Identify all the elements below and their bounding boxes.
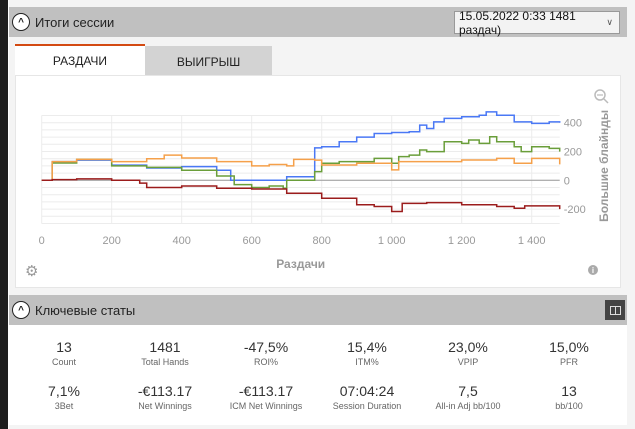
y-tick-label: 0 (564, 175, 570, 187)
y-tick-label: 400 (564, 118, 582, 130)
stat-count: 13 Count (14, 339, 114, 367)
session-summary-title: Итоги сессии (35, 14, 115, 30)
series-orange (41, 154, 561, 182)
stat-bb-100: 13 bb/100 (519, 383, 619, 411)
stat-value: 13 (561, 383, 577, 399)
stat-label: VPIP (457, 357, 479, 367)
stat-roi-: -47,5% ROI% (216, 339, 316, 367)
series-darkred (41, 178, 561, 213)
stat-label: Net Winnings (138, 401, 192, 411)
collapse-icon[interactable]: ^ (12, 301, 30, 319)
stat-itm-: 15,4% ITM% (317, 339, 417, 367)
layout-toggle-button[interactable] (605, 300, 625, 320)
y-tick-label: -200 (564, 204, 586, 216)
gear-icon[interactable]: ⚙ (25, 263, 38, 280)
info-icon: i (592, 266, 594, 275)
session-selector-value: 15.05.2022 0:33 1481 раздач) (459, 8, 576, 37)
session-summary-header: ^ Итоги сессии 15.05.2022 0:33 1481 разд… (9, 7, 627, 37)
x-tick-label: 400 (173, 235, 191, 247)
collapse-icon[interactable]: ^ (12, 13, 30, 31)
stat-all-in-adj-bb-100: 7,5 All-in Adj bb/100 (418, 383, 518, 411)
x-tick-label: 200 (103, 235, 121, 247)
session-selector[interactable]: 15.05.2022 0:33 1481 раздач) ∨ (454, 8, 620, 37)
stat-total-hands: 1481 Total Hands (115, 339, 215, 367)
x-tick-label: 800 (313, 235, 331, 247)
stat-label: Total Hands (141, 357, 189, 367)
stat-value: -€113.17 (238, 383, 294, 399)
key-stats-title: Ключевые статы (35, 302, 136, 318)
columns-icon (609, 305, 621, 315)
stat-value: 07:04:24 (339, 383, 395, 399)
stat-value: 7,1% (48, 383, 80, 399)
series-blue (41, 111, 561, 182)
stat-label: Session Duration (332, 401, 402, 411)
stat-value: 15,4% (347, 339, 387, 355)
stat-vpip: 23,0% VPIP (418, 339, 518, 367)
stat-value: -47,5% (243, 339, 289, 355)
x-tick-label: 0 (39, 235, 45, 247)
key-stats-grid: 13 Count 1481 Total Hands -47,5% ROI% 15,4% ITM… (9, 325, 627, 425)
stat-label: ITM% (355, 357, 379, 367)
y-tick-label: 200 (564, 147, 582, 159)
tab-winnings[interactable]: ВЫИГРЫШ (145, 46, 272, 77)
x-axis-label: Раздачи (276, 257, 325, 271)
stat-label: bb/100 (555, 401, 583, 411)
stat-session-duration: 07:04:24 Session Duration (317, 383, 417, 411)
zoom-out-icon (603, 98, 609, 104)
stat-value: 7,5 (458, 383, 478, 399)
x-tick-label: 1 000 (378, 235, 406, 247)
stat-label: All-in Adj bb/100 (435, 401, 501, 411)
key-stats-header: ^ Ключевые статы (9, 295, 627, 325)
tab-hands[interactable]: РАЗДАЧИ (15, 44, 145, 75)
stat-value: 15,0% (549, 339, 589, 355)
y-axis-label: Большие блайнды (597, 110, 611, 222)
session-panel: ^ Итоги сессии 15.05.2022 0:33 1481 разд… (9, 0, 635, 429)
stat-pfr: 15,0% PFR (519, 339, 619, 367)
stat-value: 23,0% (448, 339, 488, 355)
zoom-out-icon (594, 89, 606, 101)
stat-value: -€113.17 (137, 383, 193, 399)
left-sidebar-strip (0, 0, 8, 429)
stat-value: 1481 (149, 339, 181, 355)
stat-3bet: 7,1% 3Bet (14, 383, 114, 411)
series-green (41, 136, 561, 189)
stat-icm-net-winnings: -€113.17 ICM Net Winnings (216, 383, 316, 411)
chevron-down-icon: ∨ (606, 17, 613, 27)
x-tick-label: 1 200 (448, 235, 476, 247)
stat-label: PFR (560, 357, 578, 367)
x-tick-label: 600 (243, 235, 261, 247)
stat-value: 13 (56, 339, 72, 355)
line-chart: 0 200 400 600 800 1 000 1 200 1 400 -200 0 200 400 Р… (25, 89, 611, 280)
stat-net-winnings: -€113.17 Net Winnings (115, 383, 215, 411)
info-icon (588, 265, 598, 275)
x-tick-label: 1 400 (518, 235, 546, 247)
stat-label: Count (51, 357, 77, 367)
stat-label: ROI% (253, 357, 278, 367)
stat-label: ICM Net Winnings (229, 401, 303, 411)
chart-area: 0 200 400 600 800 1 000 1 200 1 400 -200 0 200 400 Р… (15, 75, 621, 288)
stat-label: 3Bet (54, 401, 74, 411)
